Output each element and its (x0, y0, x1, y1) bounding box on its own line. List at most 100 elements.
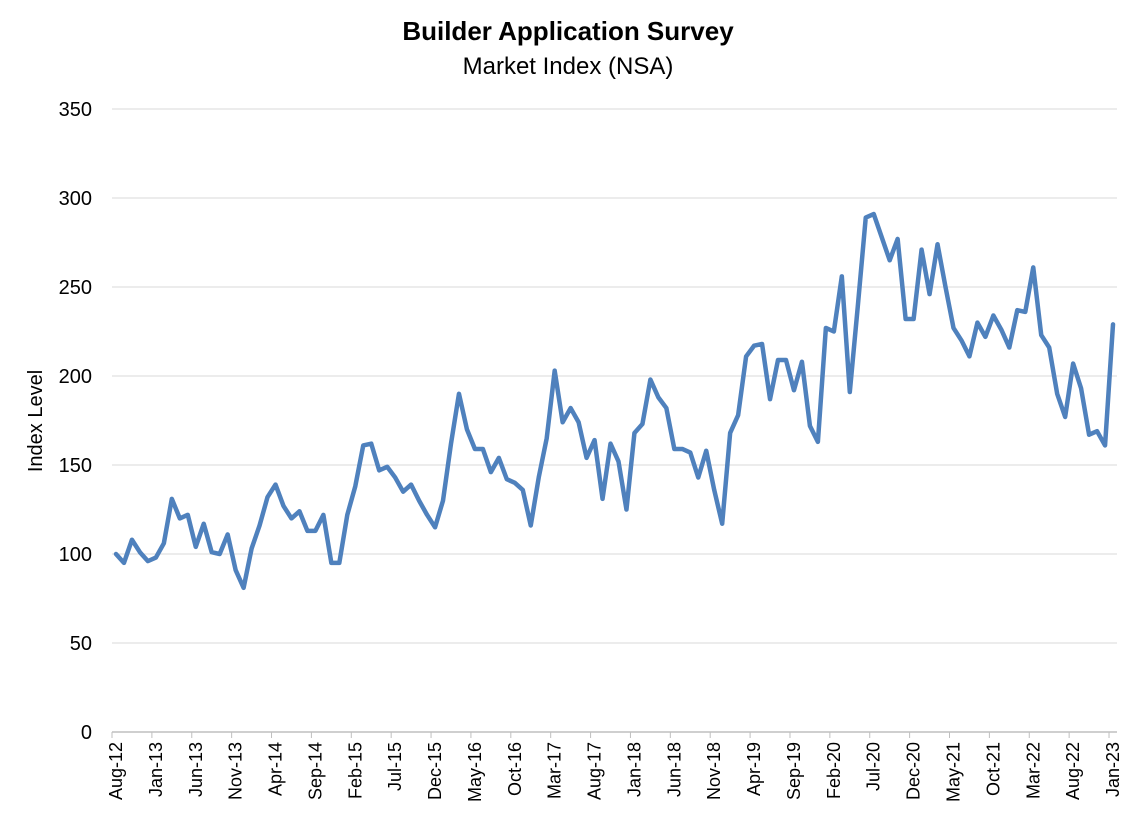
x-tick-label: Apr-19 (744, 742, 764, 796)
x-tick-label: Oct-16 (505, 742, 525, 796)
data-point (297, 509, 301, 513)
y-tick-label: 50 (70, 633, 92, 655)
data-point (736, 413, 740, 417)
x-tick-label: Feb-15 (345, 742, 365, 799)
data-point (337, 561, 341, 565)
x-tick-label: Apr-14 (266, 742, 286, 796)
data-point (959, 338, 963, 342)
data-point (537, 475, 541, 479)
y-tick-label: 150 (59, 455, 92, 477)
data-point (385, 465, 389, 469)
data-point (704, 449, 708, 453)
data-point (944, 285, 948, 289)
x-tick-label: Aug-12 (106, 742, 126, 800)
data-point (1079, 386, 1083, 390)
data-point (218, 552, 222, 556)
x-tick-label: Jul-15 (385, 742, 405, 791)
data-point (329, 561, 333, 565)
data-point (1071, 362, 1075, 366)
data-point (433, 525, 437, 529)
x-tick-label: Sep-14 (305, 742, 325, 800)
data-point (776, 358, 780, 362)
data-point (321, 513, 325, 517)
data-point (473, 447, 477, 451)
series-layer (113, 211, 1116, 591)
data-point (912, 317, 916, 321)
chart-title: Builder Application Survey (402, 16, 734, 46)
data-point (1055, 392, 1059, 396)
x-tick-label: Mar-22 (1023, 742, 1043, 799)
data-point (951, 326, 955, 330)
x-tick-label: Mar-17 (545, 742, 565, 799)
data-point (816, 440, 820, 444)
x-tick-label: Dec-15 (425, 742, 445, 800)
data-point (417, 499, 421, 503)
gridlines (112, 108, 1117, 644)
data-point (609, 442, 613, 446)
data-point (856, 305, 860, 309)
x-tick-label: Jan-23 (1103, 742, 1123, 797)
data-point (250, 547, 254, 551)
y-tick-label: 250 (59, 277, 92, 299)
data-point (752, 344, 756, 348)
data-point (529, 524, 533, 528)
data-point (377, 468, 381, 472)
x-tick-label: Jan-18 (624, 742, 644, 797)
x-tick-label: Oct-21 (983, 742, 1003, 796)
x-tick-label: Aug-22 (1063, 742, 1083, 800)
data-point (505, 477, 509, 481)
data-point (130, 538, 134, 542)
data-point (305, 529, 309, 533)
data-point (720, 522, 724, 526)
data-point (569, 406, 573, 410)
data-point (648, 378, 652, 382)
data-point (289, 516, 293, 520)
data-point (632, 431, 636, 435)
data-point (425, 513, 429, 517)
chart-subtitle: Market Index (NSA) (462, 53, 674, 80)
x-tick-label: Jun-13 (186, 742, 206, 797)
data-point (880, 235, 884, 239)
data-point (1047, 346, 1051, 350)
data-point (872, 212, 876, 216)
data-point (513, 481, 517, 485)
data-point (728, 431, 732, 435)
data-point (688, 451, 692, 455)
data-point (1039, 333, 1043, 337)
data-point (1111, 322, 1115, 326)
data-point (784, 358, 788, 362)
data-point (601, 497, 605, 501)
data-point (154, 556, 158, 560)
y-tick-label: 200 (59, 366, 92, 388)
y-tick-label: 350 (59, 99, 92, 121)
data-point (202, 522, 206, 526)
data-point (353, 484, 357, 488)
data-point (808, 424, 812, 428)
data-point (449, 442, 453, 446)
x-tick-label: Jan-13 (146, 742, 166, 797)
series-line (113, 211, 1116, 591)
data-point (672, 447, 676, 451)
data-point (920, 248, 924, 252)
data-point (545, 436, 549, 440)
x-tick-label: Jul-20 (864, 742, 884, 791)
y-tick-label: 300 (59, 188, 92, 210)
data-point (824, 326, 828, 330)
data-point (624, 508, 628, 511)
data-point (226, 532, 230, 536)
data-point (983, 335, 987, 339)
data-point (146, 559, 150, 563)
data-point (274, 483, 278, 487)
data-point (465, 427, 469, 431)
data-point (928, 292, 932, 296)
data-point (258, 524, 262, 528)
data-point (361, 443, 365, 447)
data-point (696, 475, 700, 479)
data-point (393, 475, 397, 479)
data-point (345, 513, 349, 517)
data-point (712, 488, 716, 492)
x-tick-label: Jun-18 (664, 742, 684, 797)
data-point (457, 392, 461, 396)
data-point (242, 586, 246, 590)
